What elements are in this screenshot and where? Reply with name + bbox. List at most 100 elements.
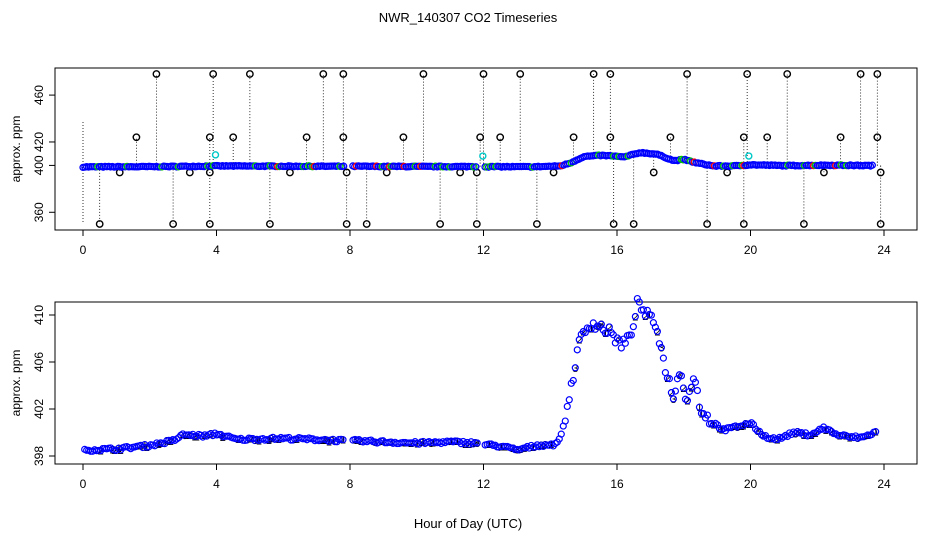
data-label: 2 [180, 429, 186, 441]
data-label: 2 [220, 432, 226, 444]
data-label: 3 [758, 430, 764, 442]
outlier-mid-point [132, 133, 141, 142]
data-label: 2 [502, 441, 508, 453]
data-label: 1 [144, 442, 150, 454]
outlier-high-point [152, 70, 161, 78]
data-point [617, 344, 625, 352]
data-label: 2 [466, 439, 472, 451]
outlier-low-point [436, 220, 445, 228]
data-label: 1 [801, 430, 807, 442]
data-label: 2 [664, 373, 670, 385]
top-panel: 0 4 8 12 16 20 24 360 400 420 460 approx. ppm [9, 67, 918, 257]
top-y-tick-label: 420 [32, 132, 46, 152]
outlier-mid-point [836, 133, 845, 142]
data-point [687, 383, 696, 391]
outlier-high-point [743, 70, 752, 78]
top-y-tick-label: 400 [32, 155, 46, 175]
outlier-high-point [683, 70, 691, 78]
outlier-small-point [820, 168, 828, 177]
data-label: 2 [829, 427, 835, 439]
data-label: 1 [530, 442, 536, 454]
data-point [571, 364, 579, 372]
data-label: 1 [602, 328, 608, 340]
outlier-low-point [472, 220, 481, 228]
data-point [473, 439, 481, 447]
data-point [487, 440, 495, 448]
data-label: 3 [166, 435, 172, 447]
data-label: 3 [754, 426, 760, 438]
data-label: 2 [742, 419, 748, 431]
bottom-x-tick-label: 12 [477, 477, 491, 491]
data-point [619, 335, 627, 343]
outlier-mid-point [339, 133, 348, 142]
top-y-tick-label: 460 [32, 85, 46, 105]
data-label: 1 [698, 408, 704, 420]
bottom-x-tick-label: 0 [80, 477, 87, 491]
data-point [747, 419, 756, 427]
data-label: 1 [486, 439, 492, 451]
data-label: 2 [738, 421, 744, 433]
data-point [757, 430, 766, 439]
data-label: 2 [118, 445, 124, 457]
outlier-high-point [245, 70, 254, 78]
data-label: 3 [596, 322, 602, 334]
data-label: 1 [420, 436, 426, 448]
data-point [685, 387, 694, 396]
outlier-high-point [606, 70, 615, 78]
outlier-mid-point [873, 133, 882, 142]
data-point [711, 419, 720, 427]
data-label: 2 [680, 383, 686, 395]
data-point [745, 420, 754, 428]
data-point [651, 323, 659, 331]
outlier-low-point [342, 220, 351, 228]
top-x-tick-label: 8 [347, 243, 354, 257]
top-x-tick-label: 16 [610, 243, 624, 257]
data-point [629, 323, 637, 331]
outlier-high-point [856, 70, 865, 78]
outlier-low-point [703, 220, 712, 228]
outlier-high-point [419, 70, 428, 78]
data-label: 1 [837, 431, 843, 443]
flagged-point [479, 152, 487, 160]
data-label: 2 [324, 435, 330, 447]
data-label: 2 [716, 423, 722, 435]
top-y-axis-label: approx. ppm [9, 116, 23, 183]
data-label: 3 [794, 427, 800, 439]
outlier-mid-point [739, 133, 748, 142]
data-point [437, 439, 445, 448]
data-label: 2 [164, 436, 170, 448]
data-point [667, 389, 676, 397]
data-label: 2 [202, 430, 208, 442]
data-point [633, 294, 641, 303]
data-label: 2 [774, 435, 780, 447]
outlier-mid-point [205, 133, 214, 142]
data-point [367, 436, 375, 444]
bottom-y-tick-label: 410 [32, 305, 46, 325]
top-x-tick-label: 4 [213, 243, 220, 257]
data-label: 2 [354, 435, 360, 447]
data-point [773, 435, 782, 444]
data-label: 3 [388, 437, 394, 449]
data-point [569, 376, 577, 385]
outlier-mid-point [666, 133, 675, 142]
data-point [828, 427, 836, 436]
data-label: 2 [542, 440, 548, 452]
outlier-mid-point [302, 133, 311, 142]
data-label: 1 [646, 309, 652, 321]
top-x-tick-label: 20 [744, 243, 758, 257]
bottom-y-tick-label: 402 [32, 399, 46, 419]
outlier-high-point [339, 70, 348, 78]
data-label: 2 [606, 322, 612, 334]
data-label: 1 [448, 436, 454, 448]
bottom-x-tick-label: 20 [744, 477, 758, 491]
data-point [339, 436, 347, 444]
data-label: 3 [352, 434, 358, 446]
data-point [749, 420, 758, 429]
bottom-y-tick-label: 406 [32, 352, 46, 372]
data-label: 2 [865, 430, 871, 442]
data-label: 1 [588, 324, 594, 336]
top-x-tick-label: 12 [477, 243, 491, 257]
data-label: 2 [538, 440, 544, 452]
